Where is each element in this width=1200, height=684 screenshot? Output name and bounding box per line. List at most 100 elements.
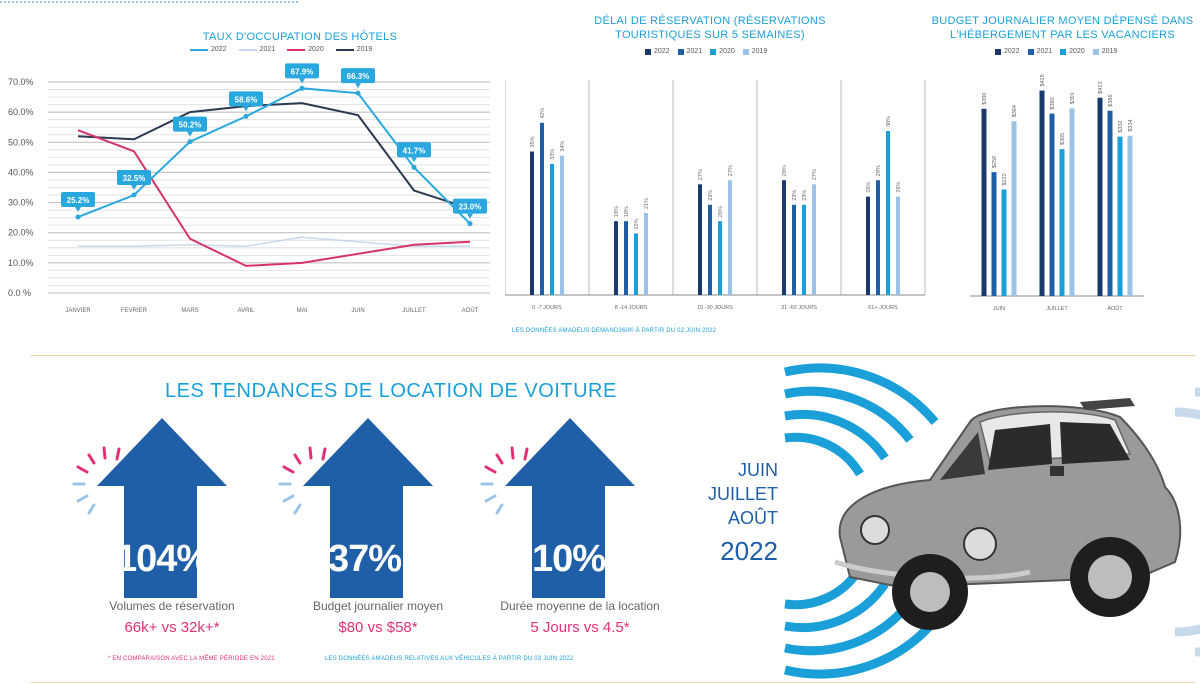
vintage-car-illustration (783, 363, 1200, 679)
bar-value-label: $386 (1108, 94, 1114, 106)
legend-item-2019: 2019 (742, 48, 767, 55)
bar-value-label: $222 (1002, 173, 1008, 185)
bar-value-label: $428 (1040, 74, 1046, 86)
data-point (131, 192, 137, 198)
data-label: 23.0% (459, 203, 482, 212)
stat-rental-duration-label: Durée moyenne de la location (500, 599, 660, 613)
month-july: JUILLET (707, 484, 778, 504)
data-label-callout: 67.9% (285, 63, 319, 84)
bar-value-label: 21% (644, 198, 650, 209)
stat-daily-budget-pct: 37% (328, 538, 402, 580)
stat-rental-duration-pct: 10% (532, 538, 606, 580)
callout-box (229, 91, 263, 107)
legend-item-2022: 2022 (645, 48, 670, 55)
x-tick-label: 15 -30 JOURS (697, 305, 733, 311)
bar-2019 (728, 180, 732, 295)
occupancy-chart-title: TAUX D'OCCUPATION DES HÔTELS (202, 31, 398, 43)
callout-pointer (187, 131, 193, 137)
data-label: 50.2% (179, 121, 202, 130)
bar-value-label: 38% (886, 116, 892, 127)
x-tick-label: AOÛT (462, 307, 479, 314)
section-divider-bottom (30, 682, 1195, 683)
bar-value-label: 33% (550, 149, 556, 160)
occupancy-legend: 2022 2021 2020 2019 (190, 46, 372, 53)
y-tick-label: 50.0% (8, 137, 34, 147)
callout-pointer (243, 106, 249, 112)
up-arrow-icon (278, 418, 433, 598)
data-label: 66.3% (347, 72, 370, 81)
callout-box (397, 142, 431, 158)
month-august: AOÛT (727, 508, 778, 528)
bar-2021 (792, 204, 796, 295)
x-tick-label: JUIN (351, 308, 364, 314)
data-label: 67.9% (291, 67, 314, 76)
series-line-2019 (77, 102, 471, 210)
x-tick-label: AOÛT (1107, 305, 1123, 312)
stat-rental-duration-value: 5 Jours vs 4.5* (530, 619, 630, 636)
bar-2021 (1049, 113, 1055, 296)
bar-2021 (991, 172, 997, 296)
data-point (355, 90, 361, 96)
car-rental-title: LES TENDANCES DE LOCATION DE VOITURE (165, 380, 617, 402)
callout-pointer (131, 185, 137, 191)
bar-value-label: $258 (992, 156, 998, 168)
y-tick-label: 60.0% (8, 107, 34, 117)
bar-value-label: $334 (1128, 119, 1134, 131)
bar-2022 (1039, 90, 1045, 296)
bar-2021 (624, 221, 628, 295)
bar-2020 (802, 204, 806, 295)
bar-value-label: 26% (896, 181, 902, 192)
bar-2019 (1069, 108, 1075, 296)
bar-value-label: $390 (982, 93, 988, 105)
bar-value-label: 23% (802, 190, 808, 201)
data-label-callout: 32.5% (117, 170, 151, 191)
y-tick-label: 10.0% (8, 258, 34, 268)
bar-2019 (896, 196, 900, 295)
bar-value-label: $380 (1050, 97, 1056, 109)
daily-budget-bar-chart: $390 $258 $222 $364 JUIN $428 $380 $305 $391 JUIL… (970, 74, 1144, 312)
daily-budget-legend: 2022 2021 2020 2019 (995, 48, 1117, 55)
bar-2021 (540, 122, 544, 295)
top-dotted-divider (0, 1, 300, 3)
data-point (299, 85, 305, 91)
bar-value-label: 34% (560, 140, 566, 151)
bar-2020 (886, 131, 890, 295)
booking-window-bar-chart: 35% 42% 33% 34% 0 -7 JOURS 18% 18% 15% 21% 8 -14 … (505, 80, 926, 311)
x-tick-label: MARS (181, 308, 198, 314)
bar-value-label: $413 (1098, 82, 1104, 94)
bar-value-label: 27% (728, 165, 734, 176)
y-tick-label: 30.0% (8, 198, 34, 208)
stat-booking-volume-label: Volumes de réservation (109, 599, 235, 613)
spinner-dots-icon (278, 446, 327, 515)
data-label: 32.5% (123, 174, 146, 183)
x-tick-label: JUILLET (1046, 306, 1068, 312)
bar-2021 (876, 180, 880, 295)
callout-pointer (299, 78, 305, 84)
booking-window-title: DÉLAI DE RÉSERVATION (RÉSERVATIONS TOURI… (560, 14, 860, 42)
legend-item-2019: 2019 (335, 46, 372, 53)
x-tick-label: 31 -60 JOURS (781, 305, 817, 311)
up-arrow-icon (72, 418, 227, 598)
bar-2021 (708, 204, 712, 295)
spinner-dots-icon (72, 446, 121, 515)
bar-2020 (1001, 189, 1007, 296)
booking-window-legend: 2022 2021 2020 2019 (645, 48, 767, 55)
bar-value-label: $391 (1070, 92, 1076, 104)
bar-2022 (614, 221, 618, 295)
period-months: JUIN JUILLET AOÛT (688, 458, 778, 530)
bar-value-label: 15% (634, 218, 640, 229)
legend-item-2020: 2020 (710, 48, 735, 55)
legend-item-2021: 2021 (238, 46, 275, 53)
bar-value-label: $305 (1060, 133, 1066, 145)
bar-value-label: 20% (718, 206, 724, 217)
bar-value-label: 29% (876, 165, 882, 176)
up-arrow-icon (480, 418, 635, 598)
callout-box (453, 198, 487, 214)
data-label: 25.2% (67, 196, 90, 205)
data-label-callout: 66.3% (341, 68, 375, 89)
spinner-dots-icon (480, 446, 529, 515)
bar-2022 (981, 108, 987, 296)
bar-value-label: 28% (782, 165, 788, 176)
bar-value-label: 27% (698, 169, 704, 180)
bar-value-label: 42% (540, 108, 546, 119)
